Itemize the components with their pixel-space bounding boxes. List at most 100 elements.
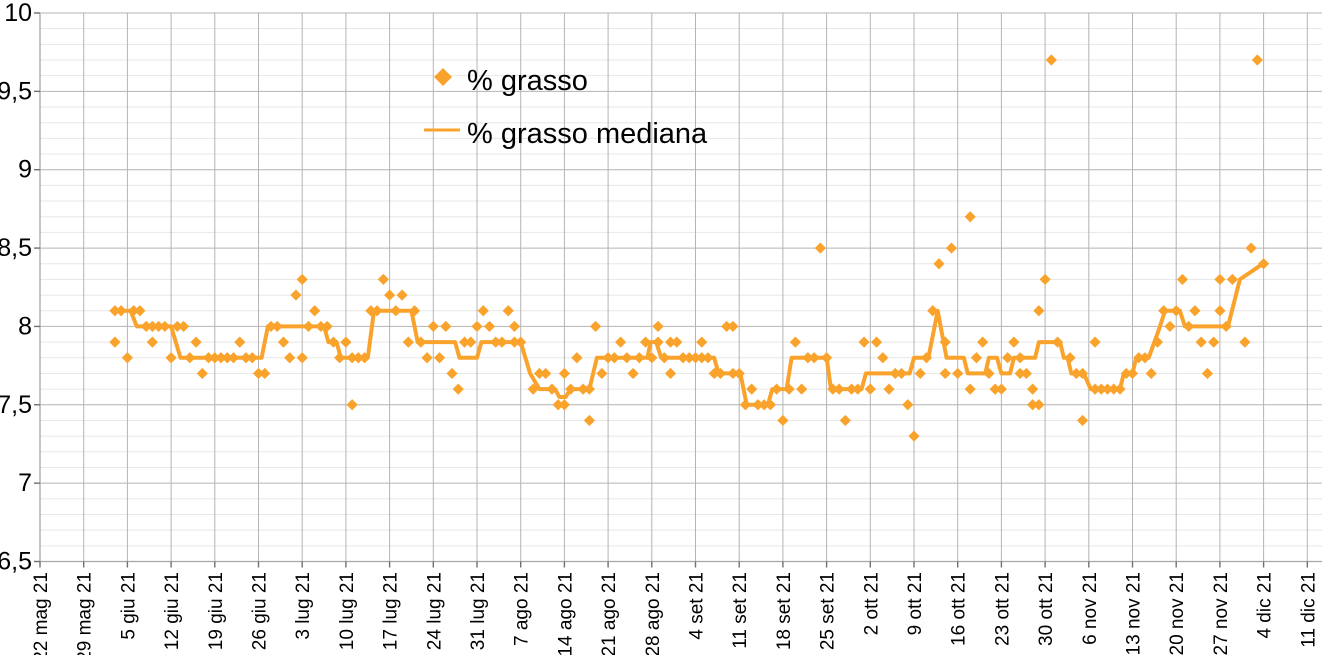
x-tick-label: 9 ott 21 bbox=[905, 572, 926, 635]
data-point bbox=[696, 352, 708, 364]
data-point bbox=[746, 383, 758, 395]
data-point bbox=[852, 383, 864, 395]
data-point bbox=[502, 305, 514, 317]
data-point bbox=[1214, 273, 1226, 286]
data-point bbox=[814, 242, 826, 254]
x-tick-label: 5 giu 21 bbox=[118, 572, 139, 640]
data-point bbox=[1076, 414, 1089, 427]
data-point bbox=[683, 352, 695, 364]
axis-ticks bbox=[34, 12, 1309, 568]
data-point bbox=[1114, 383, 1126, 395]
legend-label-mediana: % grasso mediana bbox=[467, 118, 708, 150]
data-point bbox=[933, 258, 945, 270]
data-point bbox=[646, 352, 658, 364]
data-point bbox=[496, 336, 508, 348]
x-tick-label: 31 lug 21 bbox=[468, 572, 489, 650]
data-point bbox=[371, 305, 383, 317]
data-point bbox=[533, 367, 546, 380]
data-point bbox=[1220, 320, 1232, 333]
data-point bbox=[109, 305, 121, 317]
x-tick-label: 28 ago 21 bbox=[643, 572, 664, 655]
data-point bbox=[471, 320, 483, 333]
data-point bbox=[977, 336, 989, 348]
data-point bbox=[321, 320, 333, 333]
major-gridlines bbox=[40, 12, 1322, 562]
x-tick-label: 14 ago 21 bbox=[555, 572, 576, 655]
data-point bbox=[839, 414, 851, 427]
data-point bbox=[109, 336, 121, 348]
data-point bbox=[190, 336, 202, 348]
data-point bbox=[1158, 305, 1170, 317]
data-point bbox=[290, 289, 302, 301]
data-point bbox=[771, 383, 783, 395]
data-point bbox=[234, 336, 246, 348]
data-point bbox=[140, 320, 152, 333]
data-point bbox=[165, 352, 177, 364]
data-point bbox=[452, 383, 464, 395]
data-point bbox=[153, 320, 165, 333]
legend: % grasso % grasso mediana bbox=[424, 65, 708, 150]
x-tick-label: 6 nov 21 bbox=[1080, 572, 1101, 645]
data-point bbox=[789, 336, 801, 348]
scatter-series bbox=[109, 54, 1270, 442]
data-point bbox=[821, 352, 833, 364]
data-point bbox=[446, 367, 458, 380]
data-point bbox=[315, 320, 327, 333]
x-tick-label: 21 ago 21 bbox=[599, 572, 620, 655]
data-point bbox=[1027, 399, 1039, 411]
data-point bbox=[927, 305, 939, 317]
data-point bbox=[1051, 336, 1064, 348]
data-point bbox=[689, 352, 702, 364]
median-polyline bbox=[119, 261, 1265, 407]
data-point bbox=[1239, 336, 1251, 348]
data-point bbox=[1108, 383, 1120, 395]
x-tick-label: 23 ott 21 bbox=[992, 572, 1013, 646]
data-point bbox=[952, 367, 964, 380]
legend-label-grasso: % grasso bbox=[467, 65, 588, 97]
data-point bbox=[920, 352, 933, 364]
data-point bbox=[939, 336, 951, 348]
data-point bbox=[652, 320, 664, 333]
data-point bbox=[1089, 383, 1101, 395]
data-point bbox=[827, 383, 839, 395]
data-point bbox=[1139, 352, 1151, 364]
minor-gridlines bbox=[40, 28, 1322, 547]
data-point bbox=[1245, 242, 1257, 254]
x-tick-label: 7 ago 21 bbox=[512, 572, 533, 646]
data-point bbox=[433, 352, 446, 364]
data-point bbox=[402, 336, 414, 348]
data-point bbox=[1133, 352, 1145, 364]
data-point bbox=[1120, 367, 1132, 380]
x-tick-label: 27 nov 21 bbox=[1211, 572, 1232, 655]
data-point bbox=[1145, 367, 1157, 380]
data-point bbox=[671, 336, 683, 348]
data-point bbox=[1151, 336, 1164, 348]
data-point bbox=[309, 305, 321, 317]
data-point bbox=[733, 367, 745, 380]
x-tick-label: 24 lug 21 bbox=[424, 572, 445, 650]
data-point bbox=[708, 367, 720, 380]
data-point bbox=[577, 383, 589, 395]
x-tick-label: 4 set 21 bbox=[687, 572, 708, 640]
data-point bbox=[421, 352, 433, 364]
x-tick-label: 30 ott 21 bbox=[1036, 572, 1057, 646]
data-point bbox=[764, 399, 777, 411]
data-point bbox=[602, 352, 614, 364]
data-point bbox=[608, 352, 620, 364]
data-point bbox=[240, 352, 252, 364]
data-point bbox=[552, 399, 564, 411]
data-point bbox=[989, 383, 1001, 395]
data-point bbox=[1214, 305, 1226, 317]
data-point bbox=[945, 242, 958, 254]
data-point bbox=[1258, 258, 1270, 270]
data-point bbox=[246, 352, 258, 364]
y-tick-label: 9,5 bbox=[0, 77, 32, 105]
data-point bbox=[739, 399, 752, 411]
data-point bbox=[877, 352, 889, 364]
data-point bbox=[833, 383, 845, 395]
x-tick-label: 29 mag 21 bbox=[75, 572, 96, 655]
data-point bbox=[209, 352, 221, 364]
data-point bbox=[727, 320, 739, 333]
